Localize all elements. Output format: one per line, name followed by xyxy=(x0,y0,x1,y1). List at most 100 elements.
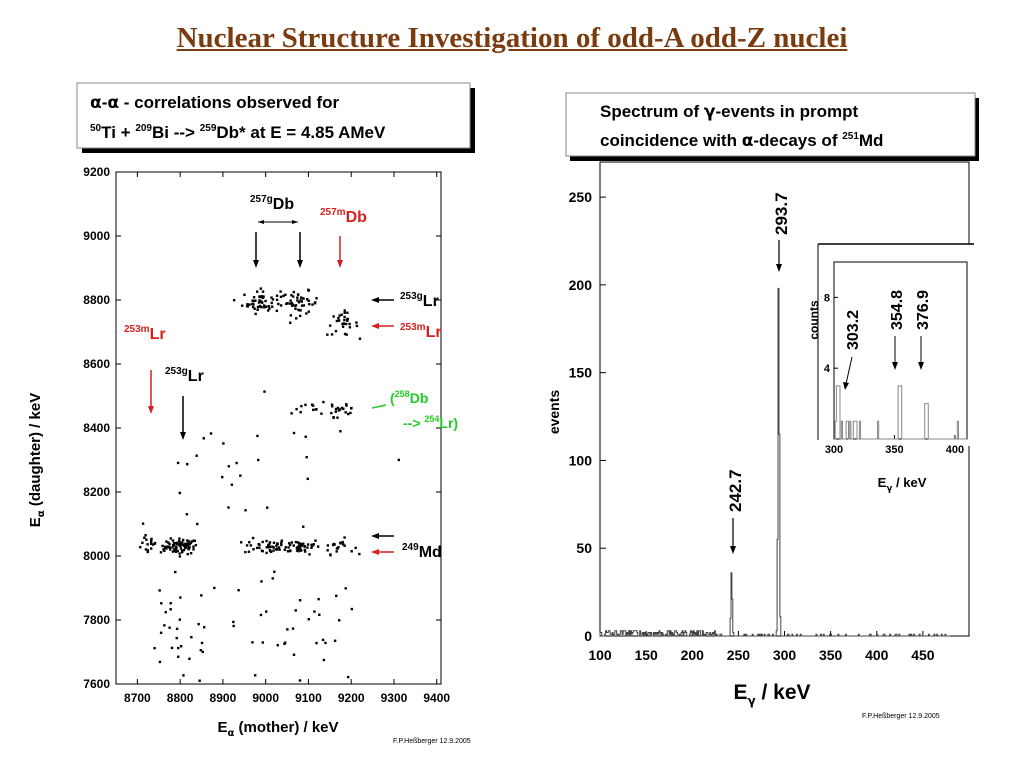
scatter-point xyxy=(343,536,346,539)
scatter-point xyxy=(141,541,144,545)
scatter-point xyxy=(307,618,311,621)
left-x-tick-label: 8800 xyxy=(167,691,194,705)
right-y-tick-label: 150 xyxy=(569,365,593,381)
scatter-point xyxy=(251,536,255,540)
peak-label-293-7: 293.7 xyxy=(772,192,791,235)
scatter-point xyxy=(264,305,268,308)
scatter-point xyxy=(280,543,283,547)
scatter-point xyxy=(336,406,340,410)
right-y-tick-label: 200 xyxy=(569,277,593,293)
scatter-point xyxy=(180,550,184,554)
scatter-point xyxy=(179,547,183,550)
scatter-point xyxy=(232,624,235,628)
scatter-point xyxy=(172,542,176,545)
inset-peak-label-303-2: 303.2 xyxy=(845,310,862,350)
right-y-axis: 0 50 100 150 200 250 xyxy=(569,189,606,644)
inset-y-axis-label: counts xyxy=(807,300,821,340)
scatter-point xyxy=(171,544,175,547)
scatter-point xyxy=(304,403,307,407)
scatter-point xyxy=(197,622,200,626)
scatter-point xyxy=(271,298,275,301)
scatter-point xyxy=(209,432,213,435)
scatter-point xyxy=(161,544,164,548)
scatter-point xyxy=(178,552,181,555)
inset-y-tick-label: 4 xyxy=(824,363,831,375)
scatter-point xyxy=(297,308,300,312)
inset-y-axis: 48 xyxy=(824,292,838,375)
scatter-point xyxy=(258,300,262,303)
scatter-point xyxy=(182,674,185,677)
scatter-point xyxy=(188,546,191,549)
scatter-point xyxy=(302,304,306,307)
scatter-point xyxy=(343,544,346,547)
scatter-point xyxy=(312,408,315,412)
left-y-tick-label: 8200 xyxy=(83,485,110,499)
arrow-253g-lr-left-head xyxy=(180,432,186,440)
right-x-tick-label: 250 xyxy=(727,647,751,663)
scatter-point xyxy=(239,541,243,544)
left-y-tick-label: 8600 xyxy=(83,357,110,371)
scatter-point xyxy=(290,541,293,544)
scatter-point xyxy=(174,545,178,548)
scatter-point xyxy=(283,641,287,644)
db-doublet-bar-left-head xyxy=(258,220,264,224)
inset-x-tick-label: 400 xyxy=(946,444,964,456)
scatter-point xyxy=(159,631,163,635)
scatter-point xyxy=(296,296,299,299)
scatter-point xyxy=(299,546,302,549)
right-title-line-2: coincidence with α-decays of 251Md xyxy=(600,131,883,151)
right-x-tick-label: 450 xyxy=(911,647,935,663)
inset-plot-frame xyxy=(833,261,968,440)
scatter-point xyxy=(258,299,261,302)
scatter-point xyxy=(346,317,349,321)
peak-label-242-7: 242.7 xyxy=(726,469,745,512)
arrow-257g-db-right-head xyxy=(297,260,303,268)
scatter-point xyxy=(294,540,298,544)
scatter-point xyxy=(337,545,340,549)
right-x-axis-label: Eγ / keV xyxy=(733,681,810,708)
scatter-point xyxy=(180,549,184,552)
scatter-point xyxy=(286,628,289,631)
scatter-point xyxy=(282,294,285,298)
scatter-point xyxy=(198,679,201,682)
scatter-point xyxy=(149,541,153,544)
scatter-point xyxy=(305,312,308,315)
scatter-point xyxy=(292,544,295,547)
scatter-point xyxy=(260,300,263,303)
scatter-point xyxy=(280,539,284,542)
left-y-axis-label: Eα (daughter) / keV xyxy=(27,393,47,527)
inset-x-tick-label: 300 xyxy=(825,444,843,456)
scatter-point xyxy=(246,305,250,308)
scatter-point xyxy=(184,542,187,545)
label-254lr: --> 254Lr) xyxy=(403,414,458,431)
left-x-tick-label: 9300 xyxy=(381,691,408,705)
right-x-tick-label: 100 xyxy=(588,647,612,663)
scatter-point xyxy=(244,550,247,554)
scatter-point xyxy=(146,550,149,554)
scatter-point xyxy=(341,540,345,544)
scatter-point xyxy=(294,307,297,311)
right-title-line-1: Spectrum of γ-events in prompt xyxy=(600,102,858,122)
scatter-point xyxy=(338,314,341,317)
left-y-tick-label: 7600 xyxy=(83,677,110,691)
scatter-point xyxy=(254,312,257,316)
scatter-point xyxy=(246,303,249,306)
scatter-point xyxy=(290,294,293,297)
right-y-tick-label: 250 xyxy=(569,189,593,205)
scatter-point xyxy=(244,509,247,512)
scatter-point xyxy=(354,546,357,550)
scatter-point xyxy=(397,458,401,462)
scatter-point xyxy=(279,295,283,299)
scatter-point xyxy=(299,548,302,552)
label-253m-lr-left: 253mLr xyxy=(124,324,166,343)
inset-peak-label-354-8: 354.8 xyxy=(889,290,906,330)
scatter-point xyxy=(329,324,332,327)
scatter-point xyxy=(179,596,182,599)
scatter-point xyxy=(295,407,298,411)
scatter-point xyxy=(263,306,266,309)
scatter-point xyxy=(248,303,251,306)
scatter-point xyxy=(278,548,281,551)
scatter-point xyxy=(252,299,255,303)
scatter-point xyxy=(253,674,257,677)
